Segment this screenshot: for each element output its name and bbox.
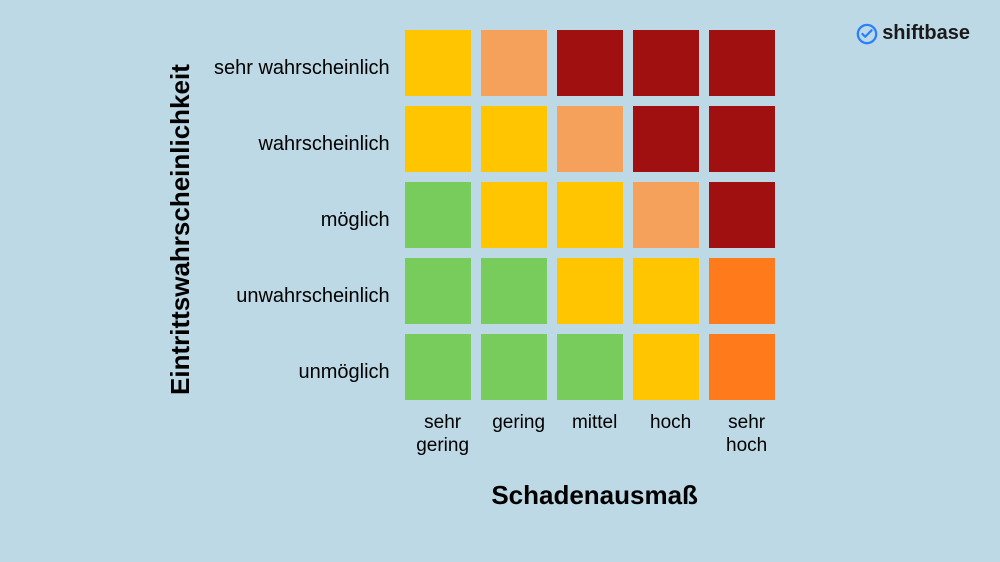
x-label: sehrhoch	[709, 412, 785, 458]
matrix-cell	[481, 30, 547, 96]
matrix-row	[405, 182, 785, 248]
x-axis-labels: sehrgeringgeringmittelhochsehrhoch	[405, 412, 785, 458]
checkmark-circle-icon	[856, 23, 878, 45]
matrix-cell	[557, 106, 623, 172]
matrix-cell	[709, 182, 775, 248]
matrix-row	[405, 106, 785, 172]
matrix-cell	[405, 30, 471, 96]
matrix-cell	[557, 30, 623, 96]
matrix-cell	[709, 258, 775, 324]
y-label: unwahrscheinlich	[214, 258, 390, 334]
x-label: sehrgering	[405, 412, 481, 458]
y-axis-title: Eintrittswahrscheinlichkeit	[165, 30, 196, 430]
matrix-block: sehrgeringgeringmittelhochsehrhoch Schad…	[405, 30, 785, 511]
matrix-row	[405, 334, 785, 400]
matrix-cell	[481, 258, 547, 324]
matrix-cell	[633, 182, 699, 248]
matrix-cell	[709, 334, 775, 400]
brand-logo: shiftbase	[856, 22, 970, 45]
y-label: sehr wahrscheinlich	[214, 30, 390, 106]
matrix-cell	[633, 106, 699, 172]
x-label: mittel	[557, 412, 633, 458]
matrix-cell	[481, 106, 547, 172]
matrix-cell	[405, 334, 471, 400]
matrix-cell	[405, 258, 471, 324]
x-label: gering	[481, 412, 557, 458]
matrix-cell	[481, 182, 547, 248]
logo-text: shiftbase	[882, 22, 970, 45]
y-label: unmöglich	[214, 334, 390, 410]
matrix-cell	[709, 30, 775, 96]
risk-matrix-chart: Eintrittswahrscheinlichkeit sehr wahrsch…	[165, 30, 785, 511]
y-axis-labels: sehr wahrscheinlichwahrscheinlichmöglich…	[214, 30, 390, 410]
matrix-row	[405, 30, 785, 96]
matrix-cell	[633, 334, 699, 400]
matrix-grid	[405, 30, 785, 400]
x-label: hoch	[633, 412, 709, 458]
matrix-cell	[557, 258, 623, 324]
matrix-cell	[557, 334, 623, 400]
matrix-cell	[405, 106, 471, 172]
matrix-cell	[481, 334, 547, 400]
matrix-row	[405, 258, 785, 324]
matrix-cell	[633, 258, 699, 324]
x-axis-title: Schadenausmaß	[405, 480, 785, 511]
y-label: möglich	[214, 182, 390, 258]
matrix-cell	[405, 182, 471, 248]
y-label: wahrscheinlich	[214, 106, 390, 182]
matrix-cell	[709, 106, 775, 172]
matrix-cell	[557, 182, 623, 248]
matrix-cell	[633, 30, 699, 96]
